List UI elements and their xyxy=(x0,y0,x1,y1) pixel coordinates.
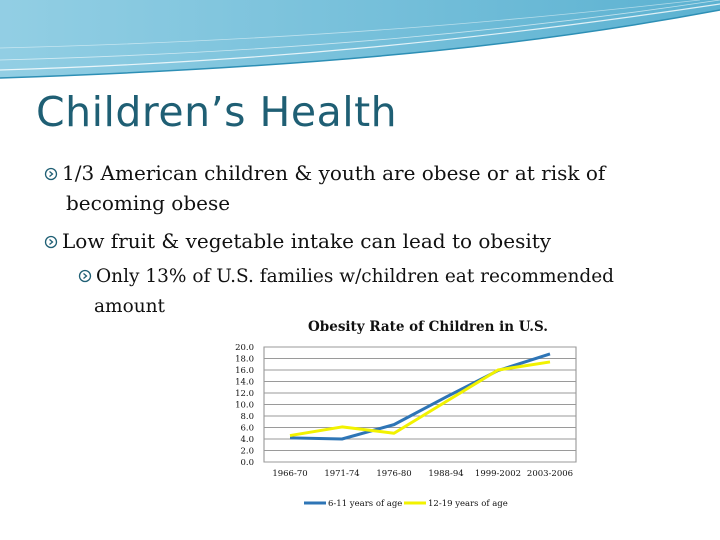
y-tick-label: 16.0 xyxy=(235,366,254,376)
y-axis-ticks: 20.0 18.016.0 14.012.0 10.08.0 6.04.0 2.00.0 xyxy=(235,343,254,468)
y-tick-label: 18.0 xyxy=(235,355,254,365)
x-tick-label: 1966-70 xyxy=(272,469,307,479)
bullet-fruit-vegetable: Low fruit & vegetable intake can lead to… xyxy=(44,226,684,256)
y-tick-label: 14.0 xyxy=(235,378,254,388)
header-wave-decoration xyxy=(0,0,720,79)
bullet-text-continued: amount xyxy=(94,296,165,317)
x-tick-label: 2003-2006 xyxy=(527,469,573,479)
legend-label: 6-11 years of age xyxy=(328,499,402,509)
bullet-arrow-icon xyxy=(44,167,58,181)
series-line-12-19 xyxy=(289,360,551,438)
y-tick-label: 0.0 xyxy=(240,458,254,468)
chart-gridlines xyxy=(263,346,577,463)
chart-series xyxy=(289,352,551,441)
bullet-text: 1/3 American children & youth are obese … xyxy=(62,161,606,185)
y-tick-label: 20.0 xyxy=(235,343,254,353)
x-tick-label: 1976-80 xyxy=(376,469,411,479)
chart-title: Obesity Rate of Children in U.S. xyxy=(308,319,548,335)
y-tick-label: 12.0 xyxy=(235,389,254,399)
bullet-arrow-icon xyxy=(44,235,58,249)
sub-bullet-families: Only 13% of U.S. families w/children eat… xyxy=(78,262,688,322)
y-tick-label: 4.0 xyxy=(240,435,254,445)
bullet-obesity-risk: 1/3 American children & youth are obese … xyxy=(44,158,684,218)
y-tick-label: 10.0 xyxy=(235,401,254,411)
x-tick-label: 1999-2002 xyxy=(475,469,521,479)
y-tick-label: 6.0 xyxy=(240,424,254,434)
x-axis-ticks: 1966-70 1971-74 1976-80 1988-94 1999-2002 200… xyxy=(272,469,573,479)
y-tick-label: 2.0 xyxy=(240,447,254,457)
slide-title: Children’s Health xyxy=(36,88,398,136)
x-tick-label: 1988-94 xyxy=(428,469,463,479)
bullet-text: Low fruit & vegetable intake can lead to… xyxy=(62,229,552,253)
y-tick-label: 8.0 xyxy=(240,412,254,422)
chart-legend: 6-11 years of age 12-19 years of age xyxy=(304,499,508,509)
bullet-text-continued: becoming obese xyxy=(66,191,231,215)
bullet-text: Only 13% of U.S. families w/children eat… xyxy=(96,266,615,287)
legend-label: 12-19 years of age xyxy=(428,499,508,509)
x-tick-label: 1971-74 xyxy=(324,469,359,479)
bullet-arrow-icon xyxy=(78,269,92,283)
